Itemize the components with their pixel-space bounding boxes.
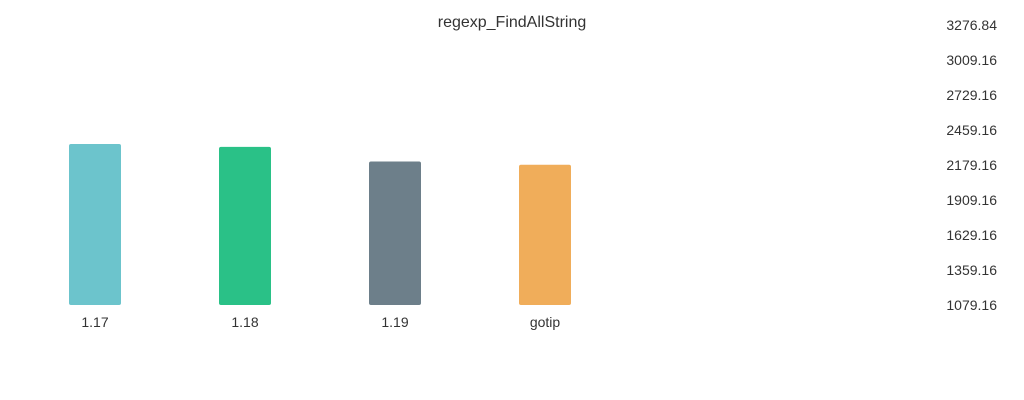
- category-label: 1.19: [381, 314, 408, 330]
- category-labels: 1.17 1.18 1.19 gotip: [81, 314, 560, 330]
- y-tick-label: 1629.16: [946, 227, 997, 243]
- category-label: 1.18: [231, 314, 258, 330]
- y-tick-label: 1359.16: [946, 262, 997, 278]
- y-tick-label: 2179.16: [946, 157, 997, 173]
- y-tick-label: 3276.84: [946, 17, 997, 33]
- y-tick-label: 3009.16: [946, 52, 997, 68]
- y-tick-label: 2459.16: [946, 122, 997, 138]
- y-tick-label: 1909.16: [946, 192, 997, 208]
- y-tick-label: 2729.16: [946, 87, 997, 103]
- y-tick-label: 1079.16: [946, 297, 997, 313]
- bar-1-18[interactable]: [219, 146, 271, 305]
- chart-title: regexp_FindAllString: [438, 14, 587, 31]
- category-label: 1.17: [81, 314, 108, 330]
- bar-gotip[interactable]: [519, 164, 571, 305]
- y-axis-ticks: 3276.84 3009.16 2729.16 2459.16 2179.16 1909.…: [946, 17, 997, 313]
- category-label: gotip: [530, 314, 561, 330]
- bar-series: [69, 143, 571, 305]
- bar-1-17[interactable]: [69, 143, 121, 305]
- bar-1-19[interactable]: [369, 161, 421, 305]
